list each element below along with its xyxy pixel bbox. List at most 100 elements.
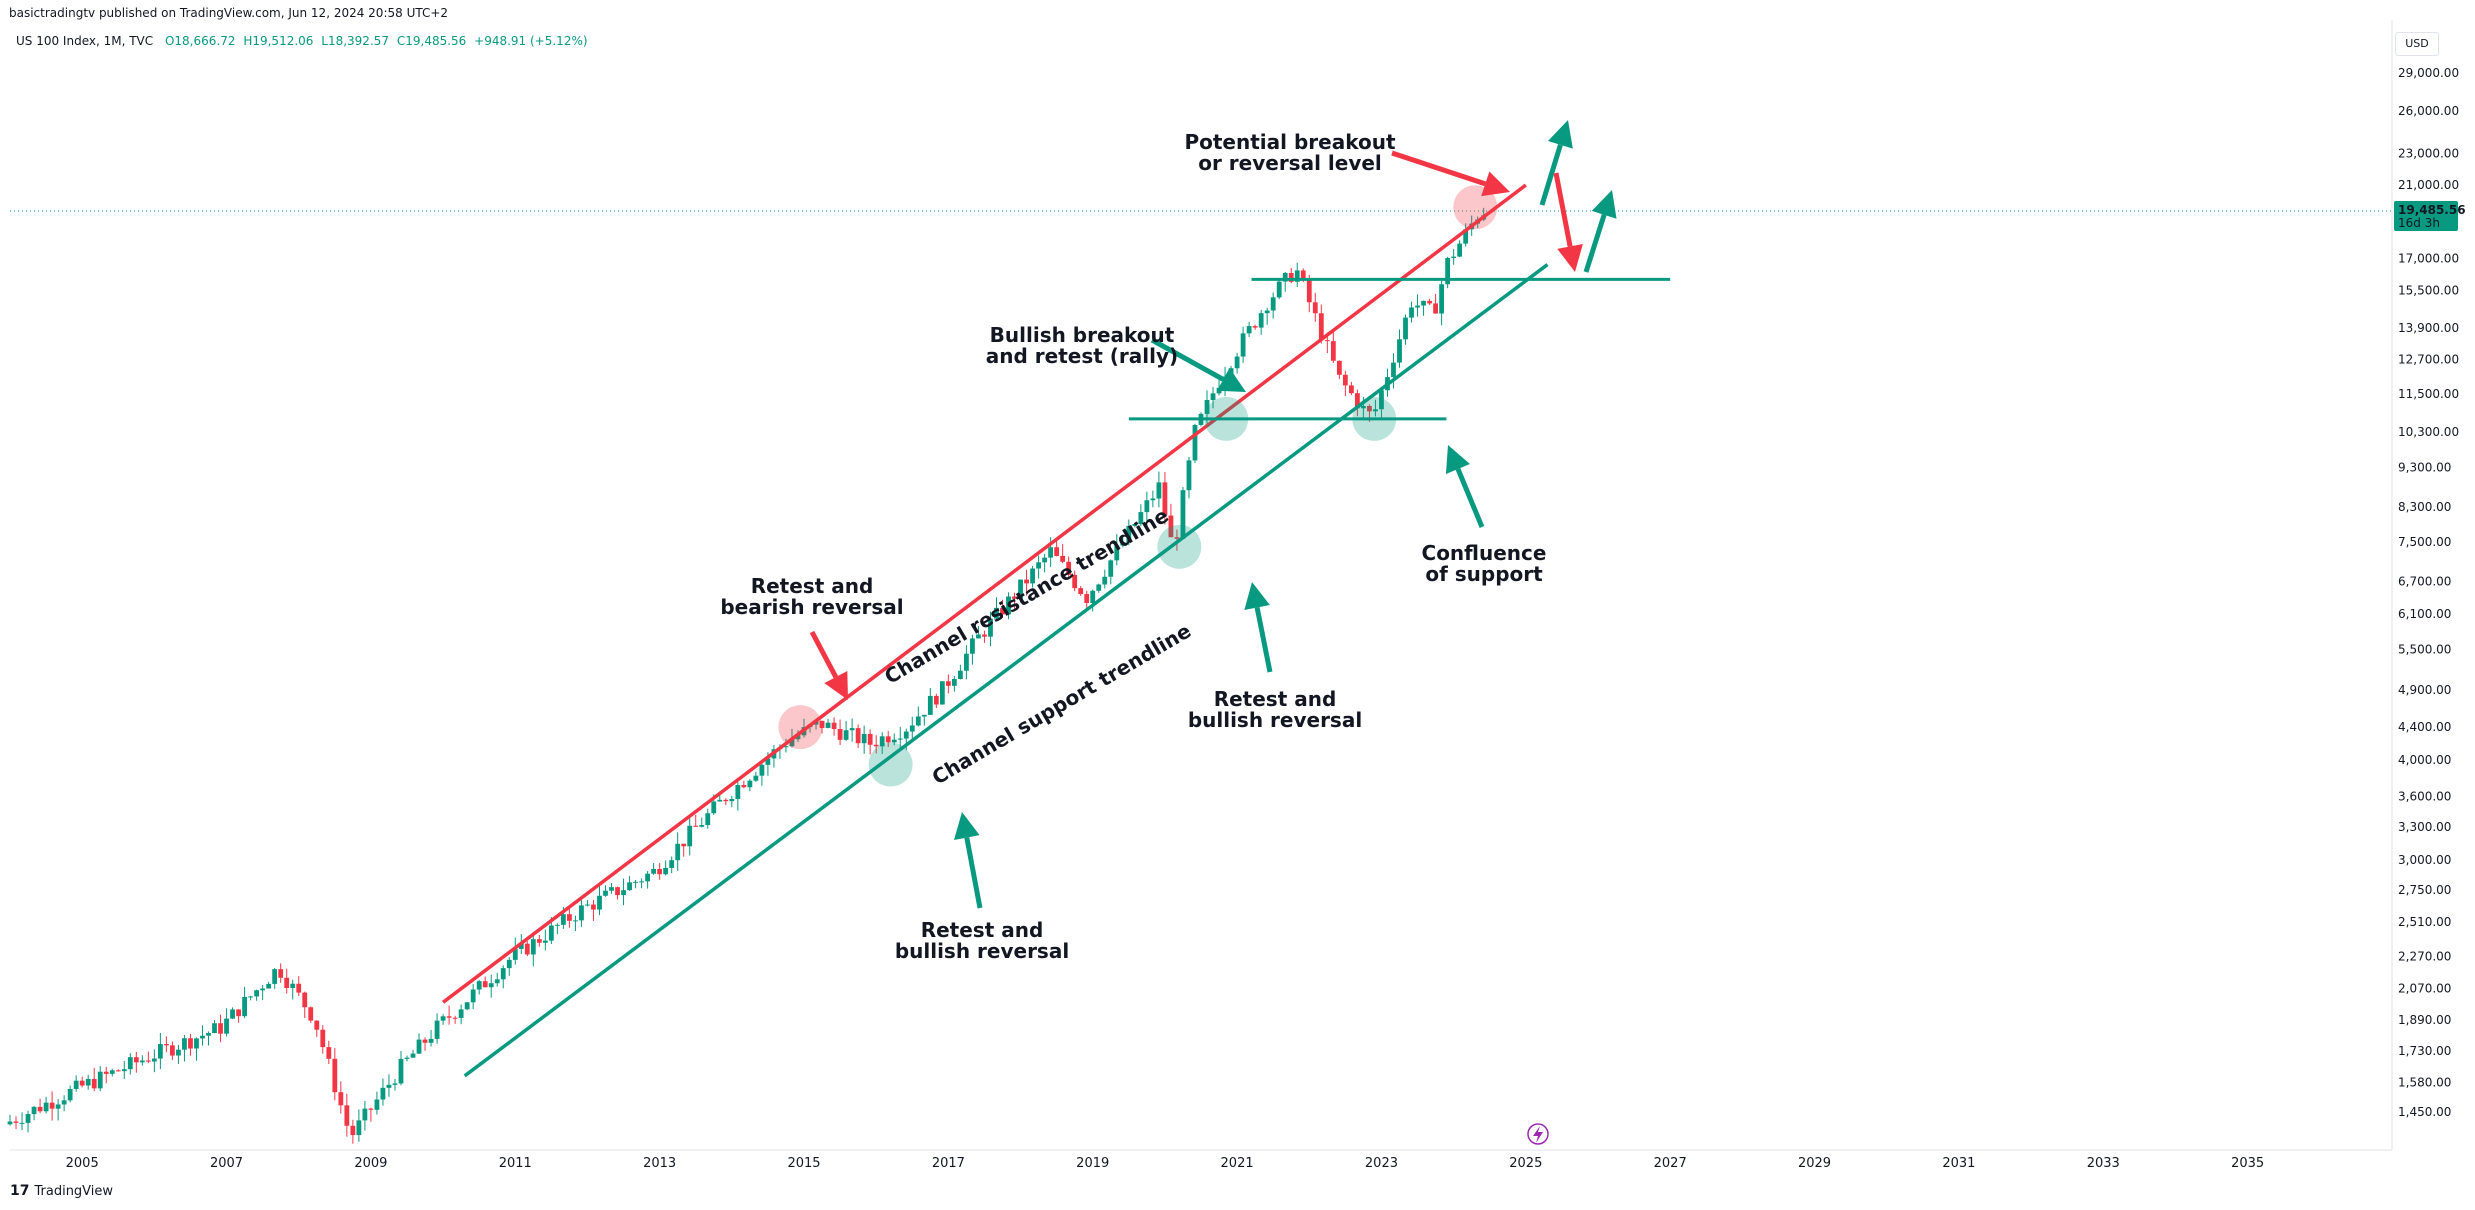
x-tick-label: 2017	[932, 1156, 965, 1171]
candle-body	[903, 731, 909, 739]
potential-breakout-circle[interactable]	[1453, 185, 1498, 230]
candle-body	[278, 969, 284, 978]
candle-body	[663, 867, 669, 875]
arrow-bearish-reversal[interactable]	[809, 630, 848, 700]
candle-body	[506, 959, 512, 969]
arrow-bullish-reversal-2016[interactable]	[954, 812, 983, 909]
support-retest-circle-2020[interactable]	[1157, 524, 1202, 569]
arrow-bullish-breakout[interactable]	[1150, 337, 1246, 392]
candle-body	[194, 1038, 199, 1049]
candle-body	[789, 739, 795, 747]
candle-body	[254, 990, 260, 997]
candle-body	[579, 905, 584, 921]
arrow-up-bounce[interactable]	[1583, 190, 1617, 273]
candle-body	[1427, 300, 1432, 304]
candle-body	[1330, 341, 1336, 361]
x-tick-label: 2013	[643, 1156, 676, 1171]
candle-body	[1120, 542, 1126, 546]
candle-body	[1445, 258, 1451, 285]
y-tick-label: 4,900.00	[2398, 683, 2451, 697]
candle-body	[1282, 273, 1288, 282]
candle-body	[55, 1104, 61, 1109]
candle-body	[1084, 594, 1090, 603]
candle-body	[819, 720, 825, 728]
candle-body	[633, 881, 638, 883]
candle-body	[1006, 596, 1011, 615]
candle-body	[1270, 297, 1276, 311]
y-tick-label: 12,700.00	[2398, 353, 2459, 367]
candle-body	[681, 843, 687, 847]
candle-body	[897, 738, 903, 740]
candle-body	[542, 940, 548, 943]
candle-body	[536, 939, 542, 943]
candle-body	[43, 1102, 49, 1112]
candle-body	[97, 1071, 103, 1089]
candle-body	[717, 799, 723, 802]
candle-body	[1409, 307, 1414, 318]
candle-body	[79, 1080, 85, 1086]
channel-resistance-trendline[interactable]	[442, 183, 1527, 1004]
candle-body	[1324, 340, 1330, 342]
annotation-text: Retest and	[1214, 687, 1337, 711]
candle-body	[1361, 406, 1366, 409]
candle-body	[1102, 576, 1108, 585]
legend-change: +948.91 (+5.12%)	[474, 34, 588, 48]
channel-support-trendline[interactable]	[463, 263, 1549, 1078]
support-retest-circle-2016[interactable]	[868, 742, 913, 787]
candle-body	[609, 887, 614, 891]
arrow-down-reversal[interactable]	[1553, 172, 1583, 272]
candle-body	[1168, 515, 1174, 538]
candle-body	[1348, 385, 1354, 394]
candle-body	[957, 670, 963, 679]
candle-body	[939, 681, 945, 705]
candle-body	[994, 607, 999, 619]
candle-body	[446, 1016, 452, 1018]
bearish-retest-circle[interactable]	[778, 705, 823, 750]
candle-body	[145, 1060, 151, 1062]
breakout-retest-circle[interactable]	[1204, 396, 1249, 441]
tradingview-logo[interactable]: 17 TradingView	[10, 1183, 113, 1199]
x-tick-label: 2011	[499, 1156, 532, 1171]
candle-body	[1174, 537, 1180, 539]
candle-body	[260, 988, 266, 991]
candle-body	[921, 714, 927, 717]
arrow-confluence[interactable]	[1445, 445, 1485, 528]
candle-body	[1234, 356, 1240, 369]
candle-body	[567, 914, 572, 921]
candle-body	[314, 1020, 320, 1030]
arrow-bullish-reversal-2020[interactable]	[1244, 582, 1273, 673]
candle-body	[61, 1100, 67, 1105]
candle-body	[7, 1121, 13, 1125]
candle-body	[386, 1084, 392, 1088]
currency-button[interactable]: USD	[2395, 32, 2439, 56]
candle-body	[458, 1009, 464, 1018]
candle-body	[1090, 590, 1096, 603]
candle-body	[103, 1071, 109, 1074]
legend-low: L18,392.57	[321, 34, 390, 48]
candle-body	[615, 887, 620, 896]
candle-body	[651, 868, 657, 874]
arrow-potential-breakout[interactable]	[1391, 150, 1510, 197]
tradingview-mark-icon: 17	[10, 1183, 30, 1199]
candle-body	[976, 634, 981, 639]
candle-body	[711, 801, 717, 814]
candle-body	[639, 881, 644, 883]
annotation-text: Retest and	[921, 918, 1044, 942]
candle-body	[879, 736, 885, 747]
candle-body	[951, 678, 957, 686]
arrow-up-breakout[interactable]	[1539, 120, 1573, 206]
lightning-icon[interactable]	[1527, 1123, 1549, 1145]
x-tick-label: 2005	[66, 1156, 99, 1171]
candle-body	[945, 681, 951, 686]
confluence-circle[interactable]	[1352, 396, 1397, 441]
candle-body	[422, 1039, 428, 1043]
candle-body	[729, 798, 735, 802]
candle-body	[224, 1018, 229, 1034]
y-tick-label: 1,450.00	[2398, 1105, 2451, 1119]
y-tick-label: 8,300.00	[2398, 500, 2451, 514]
candle-body	[915, 716, 921, 726]
candle-body	[861, 733, 867, 744]
y-tick-label: 5,500.00	[2398, 643, 2451, 657]
candle-body	[230, 1009, 235, 1019]
